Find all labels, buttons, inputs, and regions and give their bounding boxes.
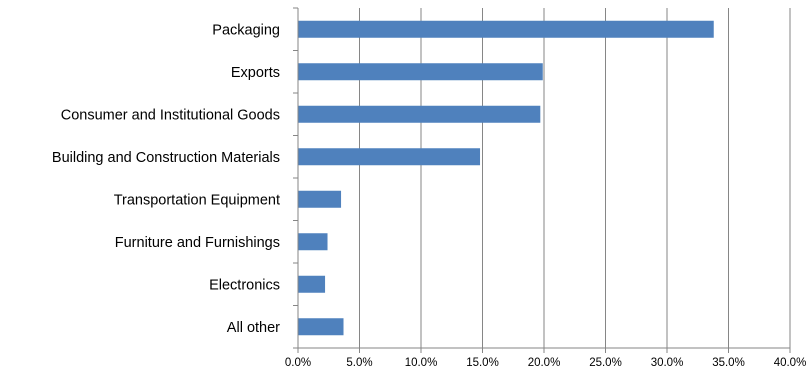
category-label: Furniture and Furnishings <box>115 235 280 251</box>
category-label: Building and Construction Materials <box>52 150 280 166</box>
bar <box>298 275 326 293</box>
x-tick-label: 35.0% <box>712 357 745 369</box>
x-tick-label: 20.0% <box>528 357 561 369</box>
bars <box>298 20 714 336</box>
x-tick-label: 5.0% <box>346 357 372 369</box>
category-label: Exports <box>231 65 280 81</box>
bar <box>298 20 714 38</box>
gridlines <box>359 8 791 348</box>
axes <box>293 7 791 353</box>
category-label: Packaging <box>212 22 280 38</box>
category-label: Electronics <box>209 277 280 293</box>
bar <box>298 190 342 208</box>
x-tick-labels: 0.0% 5.0% 10.0% 15.0% 20.0% 25.0% 30.0% 35.0% 40… <box>285 357 806 369</box>
x-tick-label: 10.0% <box>405 357 438 369</box>
category-label: Consumer and Institutional Goods <box>61 107 280 123</box>
x-tick-label: 25.0% <box>589 357 622 369</box>
bar <box>298 148 481 166</box>
x-tick-label: 15.0% <box>466 357 499 369</box>
category-label: All other <box>227 320 280 336</box>
category-label: Transportation Equipment <box>114 192 280 208</box>
bar <box>298 318 344 336</box>
bar <box>298 105 541 123</box>
x-tick-label: 40.0% <box>774 357 807 369</box>
x-tick-label: 30.0% <box>651 357 684 369</box>
bar <box>298 233 328 251</box>
category-labels: Packaging Exports Consumer and Institution… <box>52 22 280 336</box>
bar <box>298 63 543 81</box>
x-tick-label: 0.0% <box>285 357 311 369</box>
